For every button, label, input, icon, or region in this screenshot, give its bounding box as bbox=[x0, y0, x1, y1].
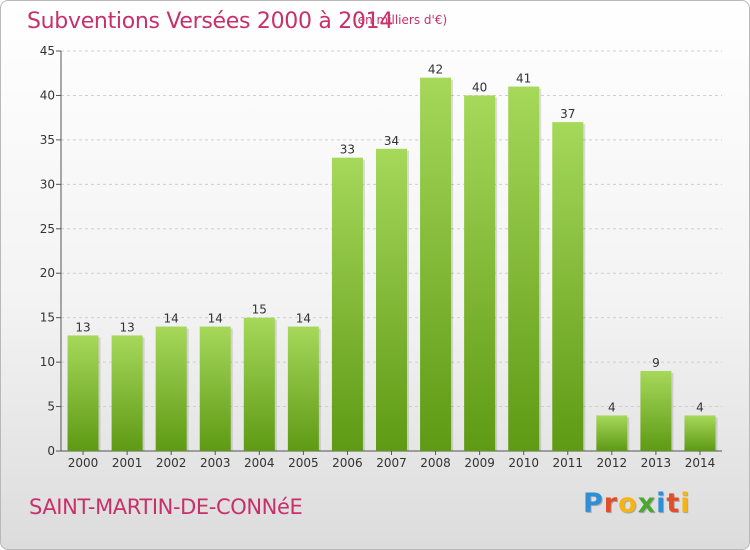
data-label: 14 bbox=[296, 312, 311, 326]
logo-letter: r bbox=[603, 488, 619, 519]
bar bbox=[464, 95, 496, 451]
x-tick-label: 2009 bbox=[464, 456, 495, 470]
y-tick-label: 45 bbox=[40, 44, 55, 58]
y-tick-label: 10 bbox=[40, 355, 55, 369]
bar bbox=[684, 415, 716, 451]
x-tick-label: 2002 bbox=[156, 456, 187, 470]
bar bbox=[552, 122, 584, 451]
bar bbox=[243, 317, 275, 451]
x-tick-label: 2004 bbox=[244, 456, 275, 470]
data-label: 13 bbox=[119, 320, 134, 334]
x-tick-label: 2013 bbox=[641, 456, 672, 470]
x-tick-label: 2011 bbox=[552, 456, 583, 470]
data-label: 13 bbox=[75, 320, 90, 334]
x-tick-label: 2014 bbox=[685, 456, 716, 470]
x-tick-label: 2006 bbox=[332, 456, 363, 470]
x-tick-label: 2010 bbox=[508, 456, 539, 470]
data-label: 34 bbox=[384, 134, 399, 148]
logo-letter: x bbox=[637, 488, 657, 519]
data-label: 33 bbox=[340, 143, 355, 157]
data-label: 15 bbox=[252, 303, 267, 317]
data-label: 14 bbox=[164, 312, 179, 326]
bar bbox=[67, 335, 99, 451]
bar bbox=[508, 86, 540, 452]
y-tick-label: 25 bbox=[40, 222, 55, 236]
bar bbox=[640, 371, 672, 451]
data-label: 41 bbox=[516, 72, 531, 86]
x-axis: 2000 2001 2002 2003 2004 2005 2006 2007 2008 2009… bbox=[68, 451, 715, 470]
logo-letter: o bbox=[618, 488, 638, 519]
logo-letter: i bbox=[680, 488, 691, 519]
bar-chart: 0 5 10 15 20 25 30 35 40 45 13 13 14 14 15 14 33 34 42 40 4… bbox=[40, 44, 722, 470]
y-tick-label: 15 bbox=[40, 311, 55, 325]
bar bbox=[376, 148, 407, 451]
bar bbox=[155, 326, 187, 451]
bar bbox=[331, 157, 363, 451]
logo-letter: i bbox=[656, 488, 667, 519]
bar bbox=[199, 326, 231, 451]
data-label: 42 bbox=[428, 63, 443, 77]
y-tick-label: 30 bbox=[40, 177, 55, 191]
y-tick-label: 40 bbox=[40, 88, 55, 102]
data-label: 4 bbox=[608, 400, 616, 414]
logo-letter: P bbox=[583, 488, 604, 519]
x-tick-label: 2008 bbox=[420, 456, 451, 470]
chart-title: Subventions Versées 2000 à 2014 bbox=[27, 9, 394, 34]
y-tick-label: 5 bbox=[47, 400, 55, 414]
data-label: 37 bbox=[560, 107, 575, 121]
logo-letter: t bbox=[666, 488, 681, 519]
data-label: 14 bbox=[208, 312, 223, 326]
bar bbox=[596, 415, 628, 451]
y-tick-label: 0 bbox=[47, 444, 55, 458]
y-tick-label: 35 bbox=[40, 133, 55, 147]
unit-label: (en milliers d'€) bbox=[353, 13, 448, 27]
x-tick-label: 2012 bbox=[597, 456, 628, 470]
x-tick-label: 2005 bbox=[288, 456, 319, 470]
x-tick-label: 2000 bbox=[68, 456, 99, 470]
data-label: 4 bbox=[696, 400, 704, 414]
x-tick-label: 2003 bbox=[200, 456, 231, 470]
proxiti-logo: Proxiti bbox=[583, 488, 691, 519]
commune-name: SAINT-MARTIN-DE-CONNéE bbox=[29, 495, 303, 519]
data-label: 40 bbox=[472, 80, 487, 94]
bars: 13 13 14 14 15 14 33 34 42 40 41 37 4 9 4 bbox=[67, 63, 718, 452]
bar bbox=[111, 335, 143, 451]
x-tick-label: 2001 bbox=[112, 456, 143, 470]
y-tick-label: 20 bbox=[40, 266, 55, 280]
bar bbox=[420, 77, 452, 452]
bar bbox=[287, 326, 319, 451]
data-label: 9 bbox=[652, 356, 660, 370]
x-tick-label: 2007 bbox=[376, 456, 407, 470]
